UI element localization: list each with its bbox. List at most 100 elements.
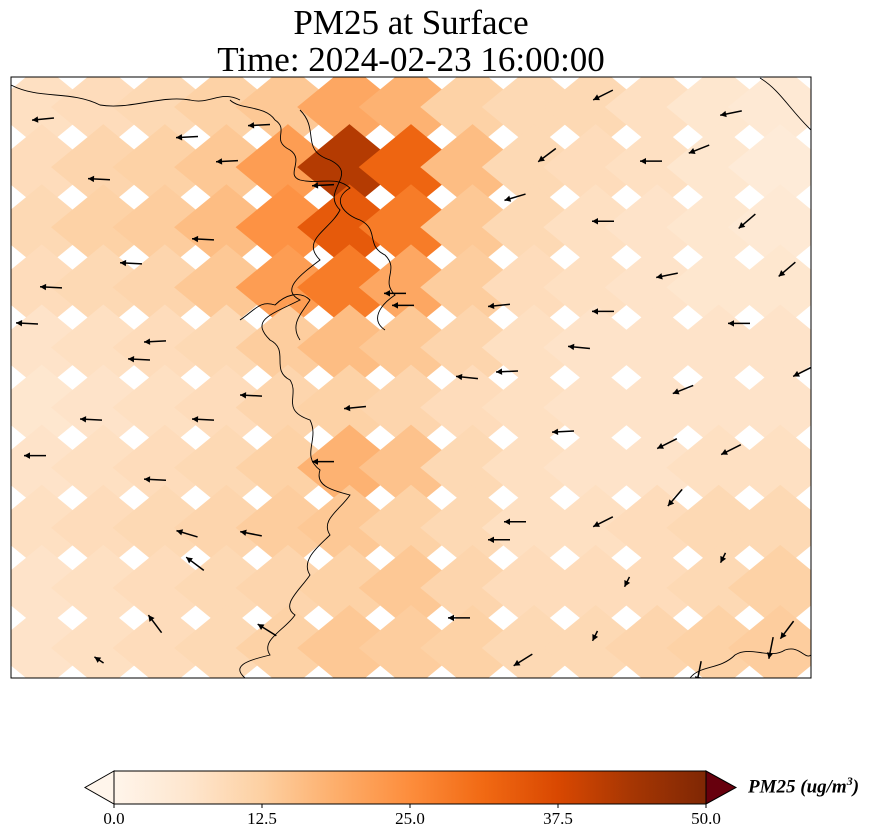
heatmap-cell — [51, 184, 156, 271]
heatmap-cell — [297, 244, 402, 331]
heatmap-cell — [727, 77, 811, 151]
wind-arrow — [779, 620, 795, 640]
wind-arrow-head — [568, 343, 575, 351]
heatmap-cell — [604, 184, 710, 271]
wind-arrow — [551, 428, 575, 436]
wind-arrow — [384, 290, 406, 297]
wind-arrow-head — [667, 499, 675, 507]
wind-arrow — [143, 338, 167, 345]
heatmap-cell — [297, 484, 402, 571]
wind-arrow — [623, 576, 631, 588]
heatmap-cell — [358, 244, 464, 331]
heatmap-cell — [51, 304, 156, 391]
heatmap-cell — [604, 304, 710, 391]
coastline-se — [689, 648, 811, 678]
heatmap-cell — [604, 424, 710, 511]
heatmap-cell — [112, 424, 218, 511]
heatmap-cell — [604, 124, 710, 211]
wind-arrow — [495, 368, 519, 375]
wind-arrow-head — [24, 452, 30, 459]
wind-arrow — [215, 158, 239, 165]
wind-arrow — [592, 89, 614, 101]
wind-arrow — [127, 356, 151, 363]
heatmap-cell — [420, 304, 525, 391]
wind-arrow — [667, 488, 683, 507]
heatmap-cell — [174, 544, 279, 631]
wind-arrow-head — [216, 158, 223, 165]
heatmap-cell — [51, 424, 156, 511]
heatmap-cell — [174, 424, 279, 511]
wind-arrow — [191, 235, 215, 243]
heatmap-cell — [112, 124, 218, 211]
wind-arrow-head — [257, 624, 265, 630]
wind-arrow-head — [186, 557, 193, 564]
wind-arrow-head — [504, 195, 512, 202]
wind-arrow — [792, 366, 811, 378]
wind-arrow — [504, 518, 526, 525]
wind-arrow-head — [538, 155, 545, 162]
wind-arrow — [720, 444, 742, 456]
heatmap-cell — [604, 244, 710, 331]
wind-arrow — [257, 623, 277, 637]
heatmap-cell — [543, 364, 648, 451]
heatmap-cell — [420, 124, 525, 211]
heatmap-cell — [666, 304, 771, 391]
wind-arrow-head — [344, 404, 351, 412]
heatmap-cell — [174, 184, 279, 271]
wind-arrow — [39, 283, 63, 291]
heatmap-cell — [358, 184, 464, 271]
wind-arrow — [766, 637, 774, 659]
heatmap-cell — [420, 364, 525, 451]
wind-arrow-head — [144, 338, 151, 345]
wind-arrow — [31, 116, 55, 123]
wind-arrow — [487, 302, 511, 310]
wind-arrow-head — [504, 518, 510, 525]
wind-arrow-head — [88, 175, 95, 183]
heatmap-cell — [358, 304, 464, 391]
wind-arrow-head — [456, 373, 463, 381]
heatmap-cell — [51, 244, 156, 331]
wind-arrow-head — [552, 428, 559, 436]
wind-arrow — [592, 218, 614, 225]
coastline-inlet — [229, 99, 396, 331]
wind-arrow-head — [721, 448, 728, 455]
heatmap-cell — [727, 364, 811, 451]
heatmap-cell — [666, 424, 771, 511]
wind-arrow-head — [144, 476, 151, 483]
heatmap-cell — [420, 184, 525, 271]
wind-arrow-head — [32, 116, 39, 123]
heatmap-cell — [481, 304, 587, 391]
wind-arrow — [719, 552, 727, 564]
heatmap-cell — [543, 484, 648, 571]
heatmap-cell — [543, 124, 648, 211]
colorbar — [83, 770, 738, 808]
heatmap-cell — [112, 364, 218, 451]
heatmap-cell — [235, 424, 341, 511]
wind-arrow-head — [593, 521, 600, 527]
wind-arrow-head — [192, 235, 199, 243]
wind-arrow-head — [694, 676, 702, 678]
heatmap-cell — [297, 544, 402, 631]
heatmap-cell — [358, 484, 464, 571]
wind-arrow — [513, 653, 533, 667]
plot-frame — [10, 76, 812, 679]
wind-arrow — [592, 308, 614, 315]
wind-arrow-head — [80, 416, 87, 423]
heatmap-cell — [727, 304, 811, 391]
heatmap-cell — [481, 244, 587, 331]
wind-arrow-head — [176, 529, 184, 536]
heatmap-cell — [481, 544, 587, 631]
wind-arrow-head — [513, 659, 521, 666]
chart-subtitle: Time: 2024-02-23 16:00:00 — [217, 40, 605, 79]
wind-arrow — [185, 556, 205, 572]
wind-arrow-head — [672, 388, 680, 395]
heatmap-cell — [727, 604, 811, 678]
heatmap-cell — [727, 124, 811, 211]
heatmap-cell — [358, 124, 464, 211]
heatmap-cell — [543, 304, 648, 391]
wind-arrow — [720, 110, 742, 118]
heatmap-cell — [481, 184, 587, 271]
heatmap-cell — [235, 124, 341, 211]
heatmap-cell — [666, 184, 771, 271]
